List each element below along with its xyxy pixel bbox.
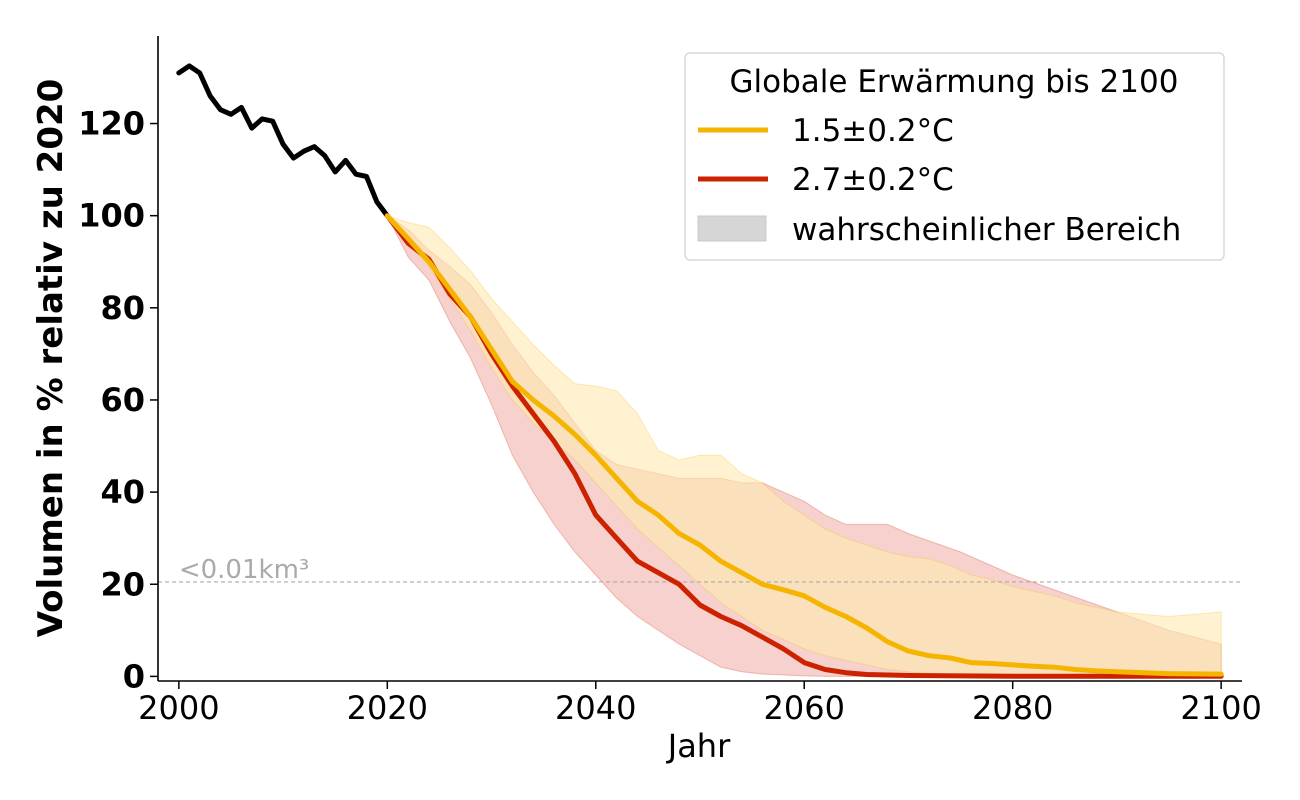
x-tick-label: 2080 — [972, 689, 1053, 727]
y-tick-label: 0 — [123, 657, 145, 695]
legend-label-2-7: 2.7±0.2°C — [792, 162, 954, 198]
x-tick-label: 2040 — [555, 689, 636, 727]
x-tick-label: 2020 — [347, 689, 428, 727]
y-tick-label: 100 — [78, 197, 145, 235]
legend-title: Globale Erwärmung bis 2100 — [730, 64, 1179, 100]
legend-label-1-5: 1.5±0.2°C — [792, 113, 954, 149]
legend: Globale Erwärmung bis 2100 1.5±0.2°C 2.7… — [684, 52, 1225, 261]
x-tick-label: 2000 — [138, 689, 219, 727]
reference-line-label: <0.01km³ — [179, 555, 309, 585]
line-historical — [176, 63, 390, 219]
series-lines — [176, 63, 1224, 679]
uncertainty-bands — [385, 214, 1222, 677]
legend-frame — [684, 52, 1225, 261]
line-2-7-0-2-c — [384, 213, 1224, 679]
y-tick-label: 40 — [100, 473, 145, 511]
x-tick-label: 2060 — [764, 689, 845, 727]
y-axis-label: Volumen in % relativ zu 2020 — [31, 79, 71, 638]
y-tick-label: 120 — [78, 105, 145, 143]
x-axis-ticks: 2000 2020 2040 2060 2080 2100 — [138, 681, 1262, 727]
y-tick-label: 20 — [100, 565, 145, 603]
legend-label-range: wahrscheinlicher Bereich — [792, 212, 1181, 248]
x-tick-label: 2100 — [1180, 689, 1261, 727]
legend-swatch-range — [697, 215, 767, 242]
y-tick-label: 80 — [100, 289, 145, 327]
y-axis-ticks: 0 20 40 60 80 100 120 — [78, 105, 158, 695]
y-tick-label: 60 — [100, 381, 145, 419]
line-1-5-0-2-c — [384, 213, 1224, 677]
band-1-5-0-2-c — [385, 214, 1222, 677]
x-axis-label: Jahr — [666, 727, 731, 765]
